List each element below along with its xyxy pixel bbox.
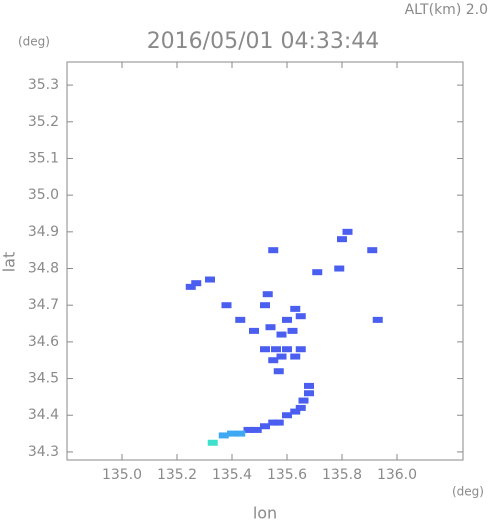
chart-title: 2016/05/01 04:33:44 — [147, 29, 380, 54]
echo-cell — [268, 419, 279, 426]
y-tick-label: 34.6 — [28, 334, 59, 350]
y-tick-label: 35.0 — [28, 187, 59, 203]
altitude-label: ALT(km) 2.0 — [405, 2, 488, 18]
echo-cell — [235, 430, 246, 437]
echo-cell — [342, 228, 353, 235]
echo-cell — [276, 353, 287, 360]
echo-cell — [205, 276, 215, 283]
echo-cell — [290, 305, 301, 312]
echo-cell — [312, 269, 323, 276]
echo-cell — [227, 430, 237, 437]
echo-cell — [295, 404, 306, 411]
x-tick-label: 135.6 — [267, 467, 307, 483]
echo-cell — [268, 357, 279, 364]
y-tick-label: 34.3 — [28, 444, 59, 460]
echo-cell — [249, 327, 259, 334]
echo-cell — [290, 408, 301, 415]
y-unit: (deg) — [18, 35, 50, 49]
echo-cell — [265, 324, 276, 331]
echo-cell — [276, 331, 287, 338]
echo-cell — [287, 327, 298, 334]
x-tick-label: 135.0 — [102, 467, 142, 483]
echo-cell — [304, 390, 314, 397]
echo-cell — [243, 426, 254, 433]
echo-cell — [295, 313, 306, 320]
echo-cell — [273, 419, 284, 426]
echo-cell — [372, 316, 383, 323]
y-axis-label: lat — [0, 252, 19, 273]
x-tick-label: 135.4 — [212, 467, 252, 483]
echo-cell — [221, 302, 232, 309]
echo-cell — [282, 316, 292, 323]
echo-cell — [251, 426, 262, 433]
echo-cell — [185, 283, 196, 290]
echo-cell — [260, 423, 270, 430]
x-unit: (deg) — [452, 485, 484, 499]
echo-cell — [304, 382, 314, 389]
echo-cell — [207, 439, 218, 446]
plot-frame — [66, 61, 464, 461]
x-axis-label: lon — [253, 504, 277, 521]
echo-cell — [218, 432, 229, 439]
y-tick-label: 35.1 — [28, 150, 59, 166]
x-tick-label: 136.0 — [377, 467, 417, 483]
y-tick-label: 35.3 — [28, 77, 59, 93]
y-tick-label: 34.7 — [28, 297, 59, 313]
y-tick-label: 35.2 — [28, 114, 59, 130]
x-tick-label: 135.8 — [322, 467, 362, 483]
echo-cell — [191, 280, 202, 287]
echo-cell — [268, 247, 279, 254]
y-tick-label: 34.5 — [28, 371, 59, 387]
y-tick-label: 34.4 — [28, 407, 59, 423]
y-tick-label: 34.8 — [28, 261, 59, 277]
y-tick-label: 34.9 — [28, 224, 59, 240]
echo-cell — [298, 397, 309, 404]
echo-cell — [282, 346, 292, 353]
echo-cell — [273, 368, 284, 375]
echo-cell — [282, 412, 292, 419]
echo-cell — [290, 353, 301, 360]
echo-cell — [235, 316, 246, 323]
echo-cell — [367, 247, 378, 254]
echo-cell — [295, 346, 306, 353]
echo-cell — [337, 236, 347, 243]
echo-cell — [260, 302, 270, 309]
echo-cell — [260, 346, 270, 353]
echo-cell — [262, 291, 273, 298]
echo-cell — [271, 346, 281, 353]
x-tick-label: 135.2 — [157, 467, 197, 483]
echo-cell — [334, 265, 345, 272]
